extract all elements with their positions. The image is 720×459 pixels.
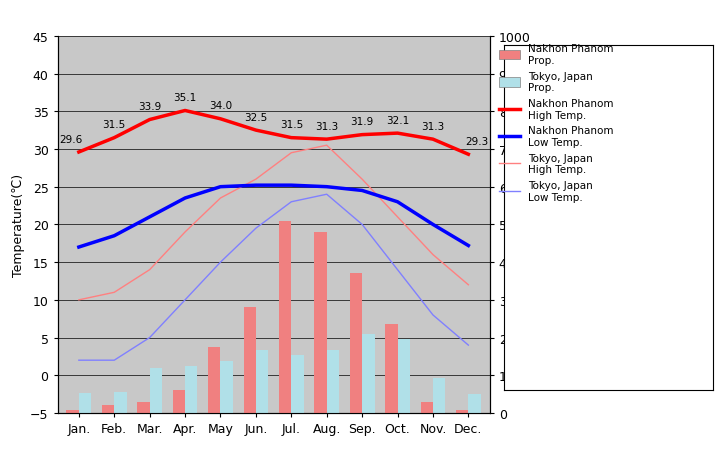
- Bar: [468, 394, 481, 413]
- Bar: [173, 391, 185, 413]
- Bar: [243, 308, 256, 413]
- Text: 31.3: 31.3: [421, 122, 444, 132]
- Text: 34.0: 34.0: [209, 101, 232, 111]
- Text: 31.9: 31.9: [351, 117, 374, 127]
- Text: 31.5: 31.5: [103, 120, 126, 130]
- Text: 31.3: 31.3: [315, 122, 338, 132]
- Bar: [114, 392, 127, 413]
- Text: 29.6: 29.6: [59, 134, 82, 144]
- Bar: [420, 402, 433, 413]
- Bar: [292, 355, 304, 413]
- Bar: [150, 369, 162, 413]
- Bar: [385, 325, 397, 413]
- Bar: [350, 274, 362, 413]
- Bar: [79, 393, 91, 413]
- Text: 31.5: 31.5: [279, 120, 303, 130]
- Bar: [102, 406, 114, 413]
- Text: 35.1: 35.1: [174, 93, 197, 103]
- Text: 33.9: 33.9: [138, 102, 161, 112]
- Bar: [397, 339, 410, 413]
- Bar: [362, 334, 374, 413]
- Y-axis label: Temperature(℃): Temperature(℃): [12, 174, 24, 276]
- Bar: [456, 410, 468, 413]
- Bar: [208, 347, 220, 413]
- Bar: [433, 379, 446, 413]
- Bar: [279, 221, 292, 413]
- Bar: [327, 350, 339, 413]
- Bar: [185, 366, 197, 413]
- Bar: [220, 361, 233, 413]
- Text: 32.5: 32.5: [244, 112, 268, 123]
- Y-axis label: Precipitation（mm）: Precipitation（mm）: [536, 166, 549, 284]
- Bar: [138, 402, 150, 413]
- Text: 32.1: 32.1: [386, 116, 409, 125]
- Legend: Nakhon Phanom
Prop., Tokyo, Japan
Prop., Nakhon Phanom
High Temp., Nakhon Phanom: Nakhon Phanom Prop., Tokyo, Japan Prop.,…: [494, 39, 618, 207]
- Bar: [315, 232, 327, 413]
- Bar: [66, 410, 79, 413]
- Text: 29.3: 29.3: [465, 137, 488, 146]
- Bar: [256, 350, 269, 413]
